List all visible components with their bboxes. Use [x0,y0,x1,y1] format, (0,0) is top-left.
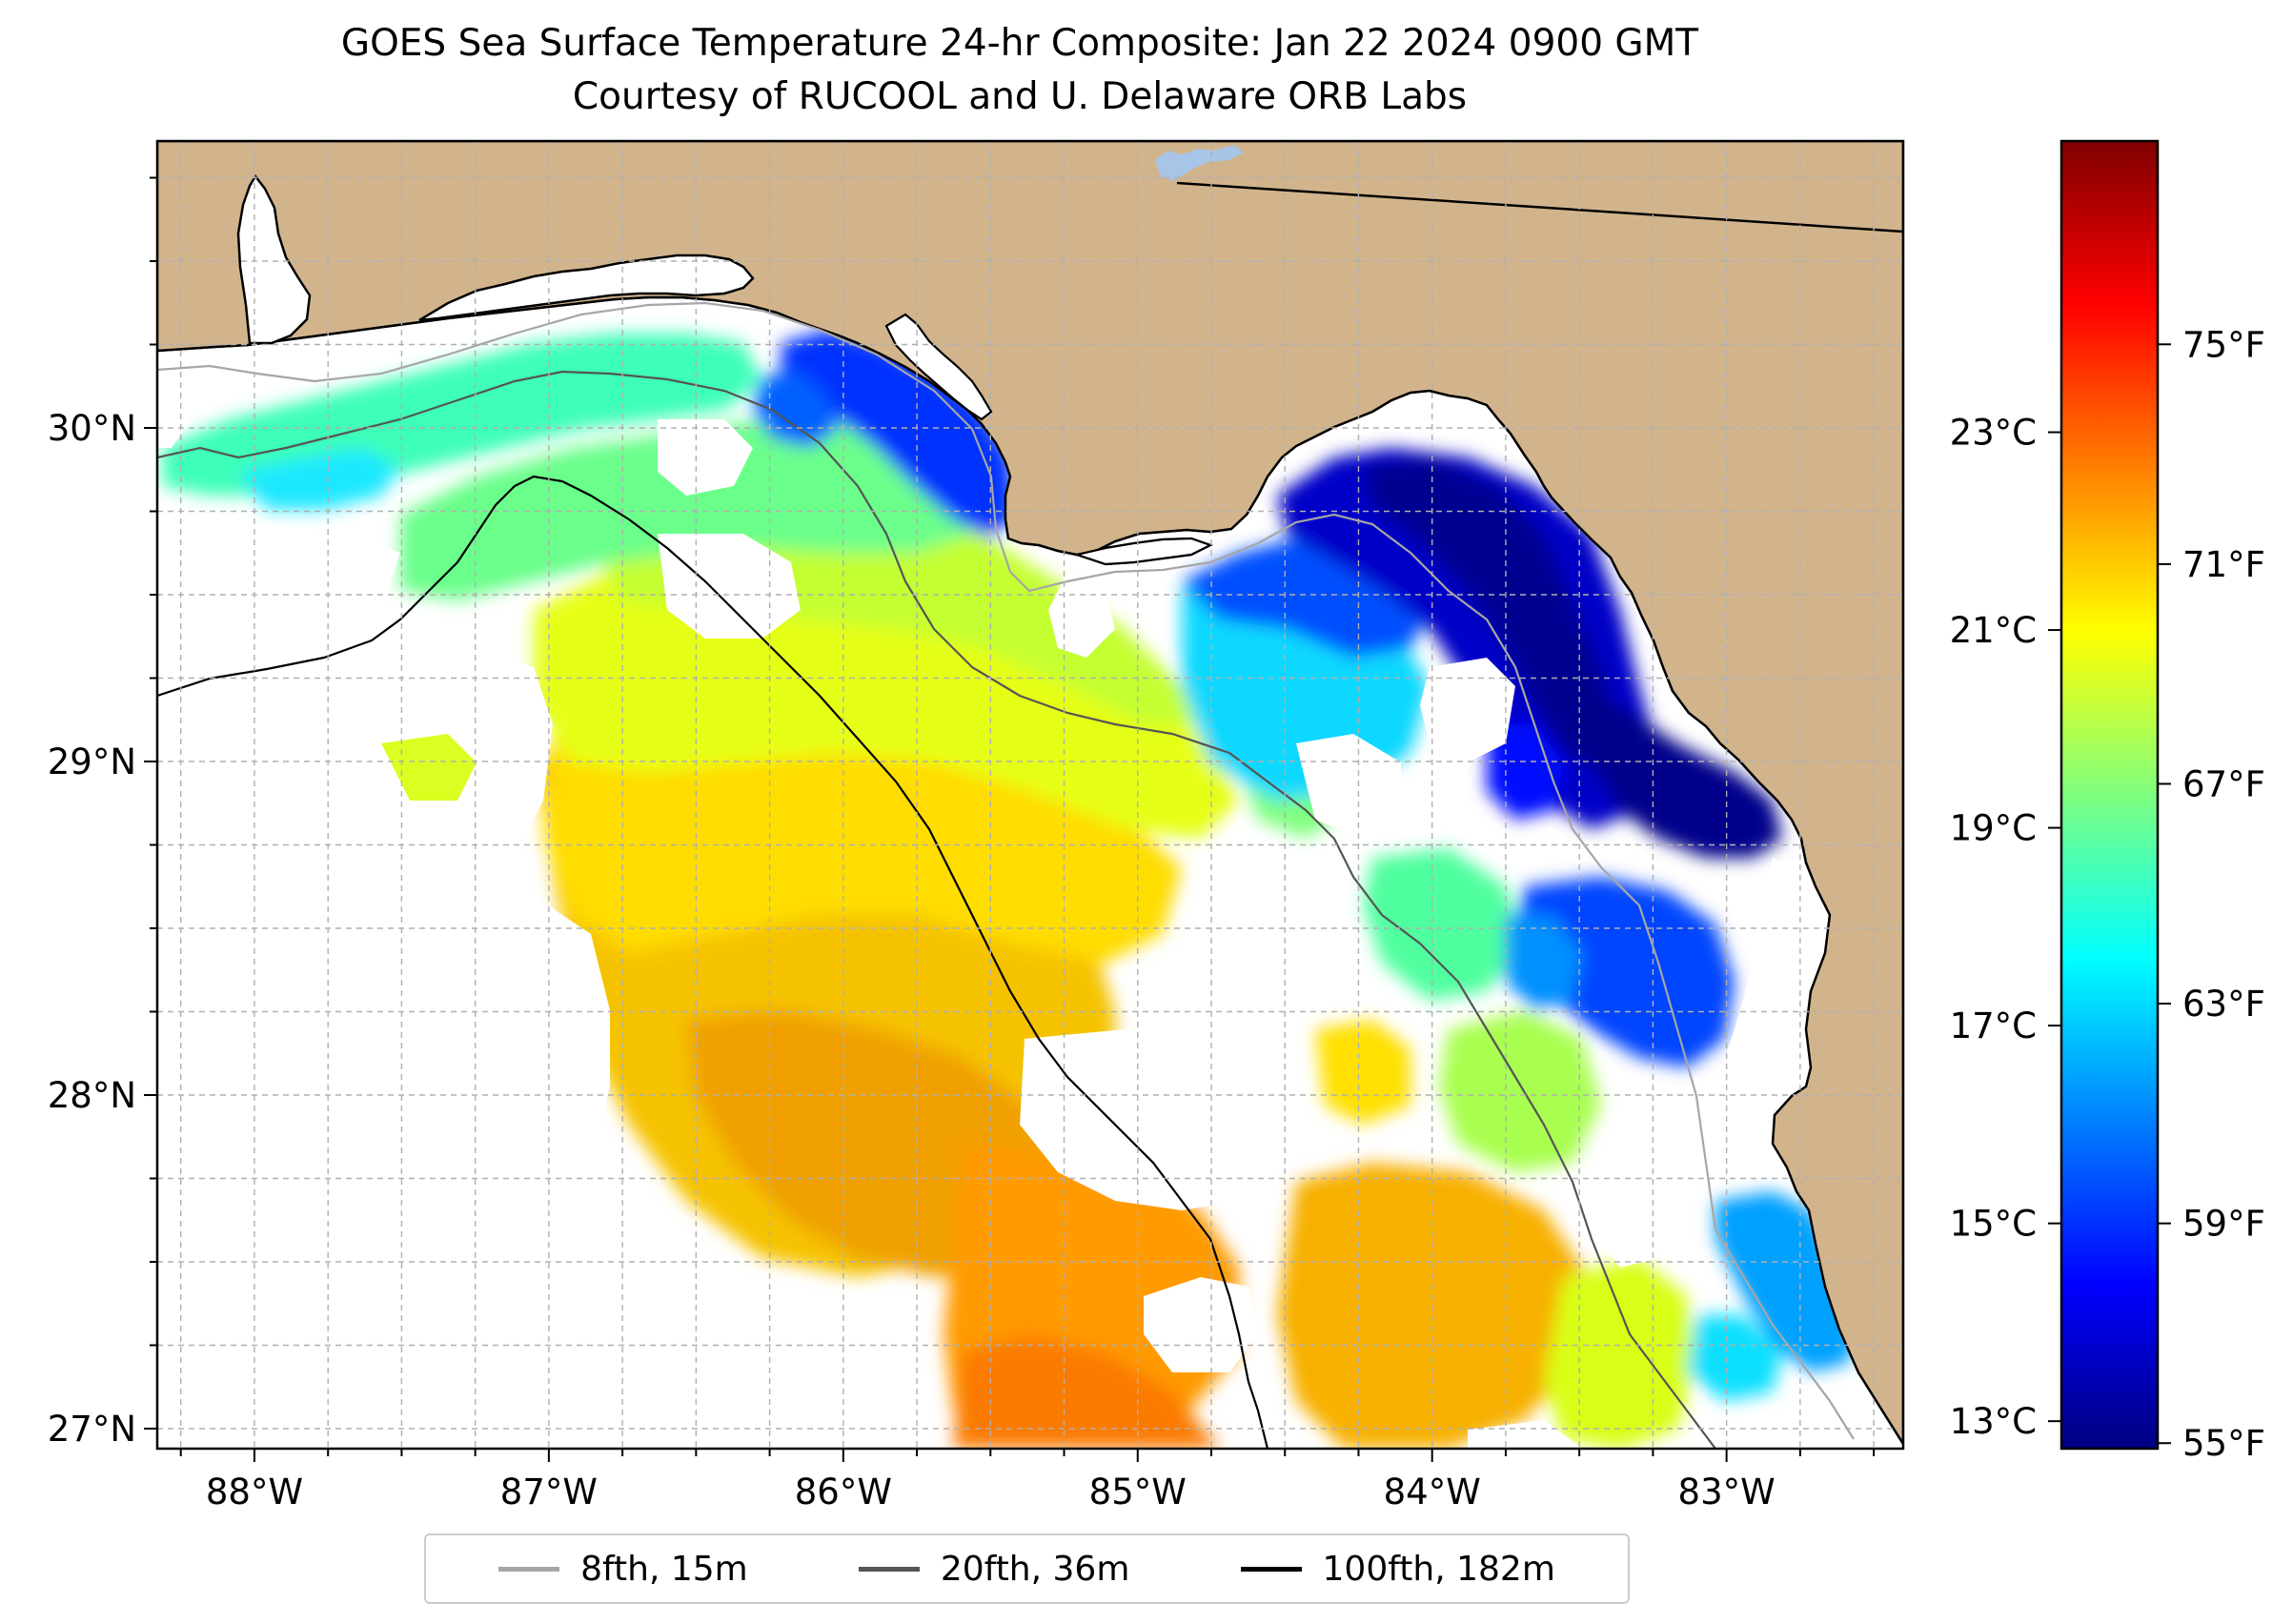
lat-tick-label: 28°N [48,1075,136,1116]
fahrenheit-tick-label: 63°F [2182,984,2265,1025]
celsius-tick-label: 21°C [1950,610,2037,651]
isobath-legend: 8fth, 15m 20fth, 36m 100fth, 182m [424,1533,1630,1604]
fahrenheit-tick-label: 71°F [2182,544,2265,585]
celsius-tick-label: 17°C [1950,1005,2037,1046]
celsius-tick-label: 15°C [1950,1204,2037,1245]
lon-tick-label: 87°W [500,1472,598,1512]
map-subtitle: Courtesy of RUCOOL and U. Delaware ORB L… [572,75,1468,118]
latitude-axis: 27°N 28°N 29°N 30°N [48,176,157,1450]
sst-data-layer [157,141,1903,1449]
lon-tick-label: 85°W [1089,1472,1187,1512]
legend-item-15m: 8fth, 15m [498,1550,748,1589]
isobath-15m [157,301,1855,1440]
legend-swatch-15m [498,1566,560,1572]
isobath-182m [157,475,1269,1449]
lon-tick-label: 84°W [1384,1472,1481,1512]
map-title: GOES Sea Surface Temperature 24-hr Compo… [340,22,1699,65]
celsius-tick-label: 19°C [1950,808,2037,849]
fahrenheit-tick-label: 55°F [2182,1423,2265,1464]
isobath-36m [157,370,1716,1449]
colorbar-fahrenheit-ticks: 55°F 59°F 63°F 67°F 71°F 75°F [2158,324,2265,1464]
lon-tick-label: 83°W [1678,1472,1776,1512]
legend-label-15m: 8fth, 15m [580,1549,748,1589]
legend-swatch-182m [1240,1566,1302,1572]
colorbar [2060,139,2160,1451]
fahrenheit-tick-label: 59°F [2182,1204,2265,1245]
longitude-axis: 88°W 87°W 86°W 85°W 84°W 83°W [179,1449,1876,1512]
legend-label-182m: 100fth, 182m [1322,1549,1555,1589]
lon-tick-label: 88°W [206,1472,303,1512]
legend-swatch-36m [858,1566,920,1572]
lat-tick-label: 29°N [48,741,136,782]
celsius-tick-label: 13°C [1950,1401,2037,1442]
lat-tick-label: 27°N [48,1409,136,1450]
gridlines [157,141,1903,1449]
fahrenheit-tick-label: 67°F [2182,763,2265,804]
legend-label-36m: 20fth, 36m [940,1549,1130,1589]
lon-tick-label: 86°W [795,1472,892,1512]
legend-item-36m: 20fth, 36m [858,1549,1130,1589]
colorbar-celsius-ticks: 13°C 15°C 17°C 19°C 21°C 23°C [1950,413,2061,1442]
fahrenheit-tick-label: 75°F [2182,324,2265,365]
legend-item-182m: 100fth, 182m [1240,1549,1555,1589]
lat-tick-label: 30°N [48,408,136,449]
map-frame [155,139,1905,1451]
celsius-tick-label: 23°C [1950,413,2037,454]
